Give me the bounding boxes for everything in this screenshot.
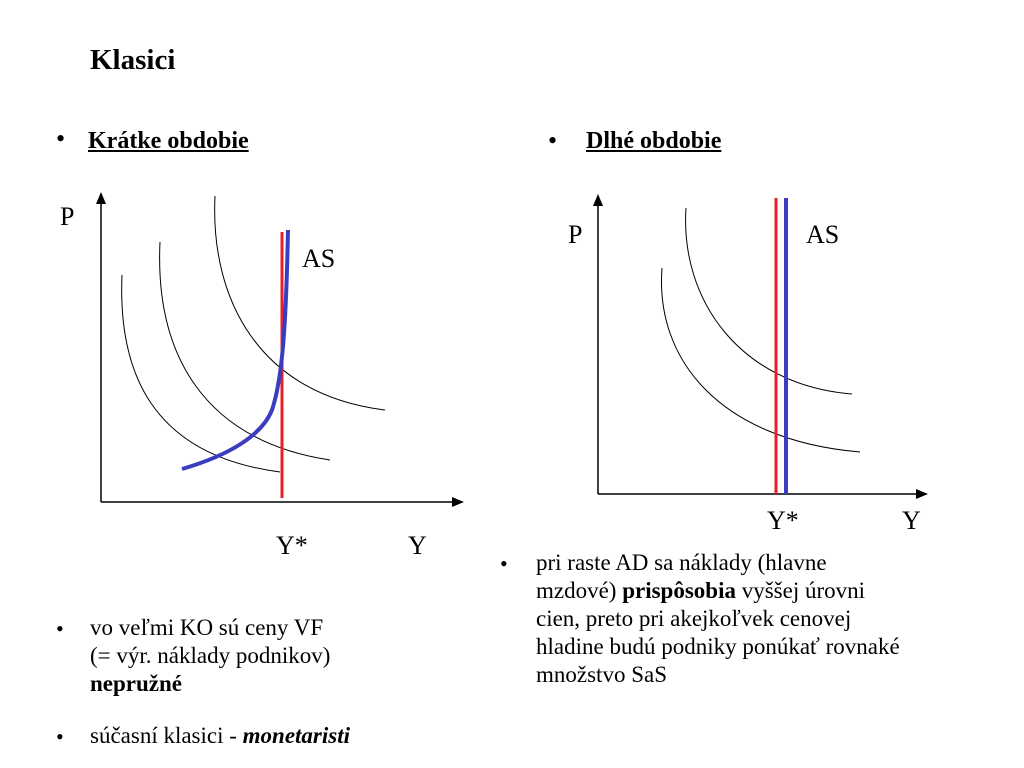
short-run-note: vo veľmi KO sú ceny VF (= výr. náklady p… (90, 615, 331, 697)
output-axis-label: Y (902, 506, 921, 535)
potential-output-label: Y* (767, 506, 799, 535)
price-axis-label: P (60, 202, 75, 231)
bullet: • (56, 724, 64, 749)
long-run-note: pri raste AD sa náklady (hlavne mzdové) … (536, 550, 900, 688)
as-curve-blue (181, 229, 290, 471)
output-axis-label: Y (408, 531, 427, 560)
ad-curve-2 (159, 241, 331, 461)
page-title: Klasici (90, 44, 176, 76)
price-axis-label: P (568, 220, 583, 249)
long-run-diagram (593, 194, 928, 499)
monetarists-note: súčasní klasici - monetaristi (90, 723, 351, 748)
ad-curve-3 (214, 195, 386, 411)
bullet: • (56, 124, 66, 153)
ad-curve-1 (121, 274, 281, 473)
short-run-heading: Krátke obdobie (88, 128, 249, 154)
potential-output-label: Y* (276, 531, 308, 560)
ad-curve-1 (660, 267, 861, 453)
bullet: • (56, 616, 64, 641)
short-run-diagram (96, 192, 464, 507)
ad-curve-2 (685, 207, 853, 395)
bullet: • (500, 551, 508, 576)
as-label: AS (302, 244, 336, 273)
bullet: • (548, 126, 558, 155)
as-label: AS (806, 220, 840, 249)
long-run-heading: Dlhé obdobie (586, 128, 722, 154)
